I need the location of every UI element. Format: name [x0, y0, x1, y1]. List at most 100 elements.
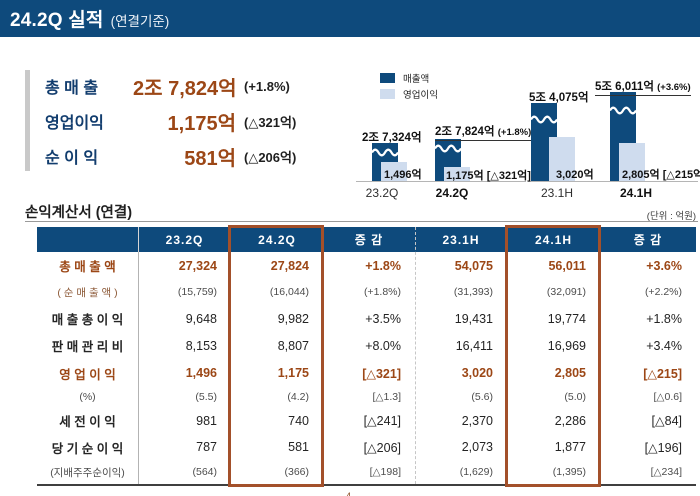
axis-break-squiggle-icon	[531, 115, 557, 124]
bar-label-revenue-24-1h: 5조 6,011억 (+3.6%)	[595, 78, 691, 96]
table-header-row: 23.2Q 24.2Q 증 감 23.1H 24.1H 증 감	[37, 227, 696, 252]
summary-row-total-sales: 총 매 출 2조 7,824억 (+1.8%)	[45, 72, 290, 100]
cell-23-2q: (5.5)	[195, 391, 217, 403]
cell-23-1h: 16,411	[455, 338, 493, 353]
x-axis-label-24-2q: 24.2Q	[435, 186, 469, 200]
cell-change-q: +3.5%	[365, 311, 401, 326]
header-cell-change-q: 증 감	[354, 233, 384, 247]
summary-row-net-income: 순 이 익 581억 (△206억)	[45, 142, 296, 170]
summary-note: (+1.8%)	[244, 78, 290, 94]
cell-change-h: [△84]	[651, 414, 682, 428]
bar-label-revenue-note: (+3.6%)	[657, 82, 691, 93]
summary-label: 총 매 출	[45, 80, 99, 97]
column-divider-header	[138, 227, 139, 252]
bar-label-revenue-text: 2조 7,824억	[435, 126, 495, 138]
bar-operating-profit-23-1h	[549, 137, 575, 181]
legend-label: 영업이익	[403, 89, 438, 101]
cell-change-h: [△196]	[644, 440, 682, 455]
cell-change-q: (+1.8%)	[363, 286, 401, 298]
bar-label-revenue-note: (+1.8%)	[497, 127, 532, 138]
cell-24-2q: 27,824	[270, 258, 309, 273]
cell-23-2q: (15,759)	[177, 286, 217, 298]
table-row-operating-margin: (%) (5.5) (4.2) [△1.3] (5.6) (5.0) [△0.6…	[37, 387, 696, 407]
header-cell-blank	[37, 227, 138, 252]
summary-value: 1,175억	[167, 112, 236, 135]
summary-note: (△321억)	[244, 114, 297, 130]
column-divider	[138, 227, 139, 484]
table-bottom-border	[37, 484, 696, 486]
cell-23-2q: 9,648	[185, 311, 217, 326]
cell-23-1h: 54,075	[454, 258, 493, 273]
cell-change-h: +3.6%	[646, 258, 682, 273]
cell-change-h: [△215]	[643, 366, 682, 381]
bar-label-revenue-24-2q: 2조 7,824억 (+1.8%)	[435, 123, 532, 141]
header-cell-24-2q: 24.2Q	[258, 232, 296, 247]
legend-item-revenue: 매출액	[380, 71, 438, 85]
column-divider-dashed	[415, 227, 416, 484]
cell-24-2q: (16,044)	[269, 286, 309, 298]
table-row-gross-profit: 매 출 총 이 익 9,648 9,982 +3.5% 19,431 19,77…	[37, 305, 696, 332]
cell-23-2q: 1,496	[185, 366, 217, 380]
statement-title: 손익계산서 (연결)	[25, 205, 133, 221]
cell-23-2q: 8,153	[185, 338, 217, 353]
bar-label-revenue-23-2q: 2조 7,324억	[362, 132, 422, 144]
summary-label: 순 이 익	[45, 150, 99, 167]
cell-24-1h: (1,395)	[552, 466, 586, 478]
cell-23-2q: 981	[196, 413, 217, 428]
legend-item-operating-profit: 영업이익	[380, 87, 438, 101]
cell-change-q: [△321]	[362, 366, 401, 381]
cell-23-2q: 787	[196, 440, 217, 454]
cell-change-q: +8.0%	[365, 338, 401, 353]
cell-24-2q: 8,807	[277, 338, 309, 353]
legend-swatch-operating-profit	[380, 88, 395, 99]
legend-label: 매출액	[403, 73, 430, 85]
unit-note: (단위 : 억원)	[646, 211, 696, 222]
header-cell-23-2q: 23.2Q	[165, 232, 204, 247]
summary-value: 581억	[184, 147, 236, 170]
cell-23-1h: (5.6)	[471, 391, 493, 403]
bar-label-revenue-23-1h: 5조 4,075억	[529, 92, 589, 104]
bar-operating-profit-23-2q	[381, 162, 407, 181]
cell-change-h: +1.8%	[646, 311, 682, 326]
legend-swatch-revenue	[380, 72, 395, 83]
chart-baseline-quarter	[356, 181, 526, 182]
header-cell-change-h: 증 감	[633, 233, 663, 247]
summary-row-operating-profit: 영업이익 1,175억 (△321억)	[45, 107, 296, 135]
cell-23-1h: (1,629)	[459, 466, 493, 478]
statement-title-underline	[25, 221, 698, 222]
row-label: (%)	[79, 391, 96, 403]
row-label: 매 출 총 이 익	[51, 313, 124, 327]
cell-24-2q: 1,175	[277, 366, 309, 380]
x-axis-label-23-1h: 23.1H	[540, 186, 574, 200]
summary-note: (△206억)	[244, 149, 297, 165]
table-row-net-sales: ( 순 매 출 액 ) (15,759) (16,044) (+1.8%) (3…	[37, 279, 696, 305]
cell-change-q: [△198]	[369, 466, 401, 478]
page-title-suffix: (연결기준)	[110, 13, 170, 29]
cell-change-q: [△206]	[363, 440, 401, 455]
summary-accent-bar	[25, 70, 30, 171]
axis-break-squiggle-icon	[435, 144, 461, 153]
header-cell-24-1h: 24.1H	[534, 232, 573, 247]
table-row-net-income: 당 기 순 이 익 787 581 [△206] 2,073 1,877 [△1…	[37, 434, 696, 460]
page-title: 24.2Q 실적	[10, 10, 104, 31]
bar-operating-profit-24-1h	[619, 143, 645, 181]
bar-label-operating-profit-24-1h: 2,805억 [△215억]	[622, 169, 700, 181]
cell-24-2q: 740	[288, 413, 309, 428]
cell-change-h: +3.4%	[646, 338, 682, 353]
bar-label-operating-profit-23-2q: 1,496억	[384, 169, 422, 181]
cell-23-1h: 2,073	[461, 440, 493, 454]
row-label: (지배주주순이익)	[50, 466, 125, 479]
bar-label-operating-profit-24-2q: 1,175억 [△321억]	[446, 170, 531, 182]
cell-24-1h: 2,805	[554, 366, 586, 380]
x-axis-label-23-2q: 23.2Q	[365, 186, 399, 200]
cell-23-1h: 3,020	[461, 366, 493, 380]
bar-label-operating-profit-23-1h: 3,020억	[556, 169, 594, 181]
cell-23-1h: 2,370	[461, 413, 493, 428]
chart-baseline-half	[528, 181, 698, 182]
summary-label: 영업이익	[45, 115, 104, 132]
chart-legend: 매출액 영업이익	[380, 71, 438, 103]
summary-value: 2조 7,824억	[133, 77, 237, 100]
table-row-sgna: 판 매 관 리 비 8,153 8,807 +8.0% 16,411 16,96…	[37, 332, 696, 359]
cell-23-2q: 27,324	[178, 258, 217, 273]
